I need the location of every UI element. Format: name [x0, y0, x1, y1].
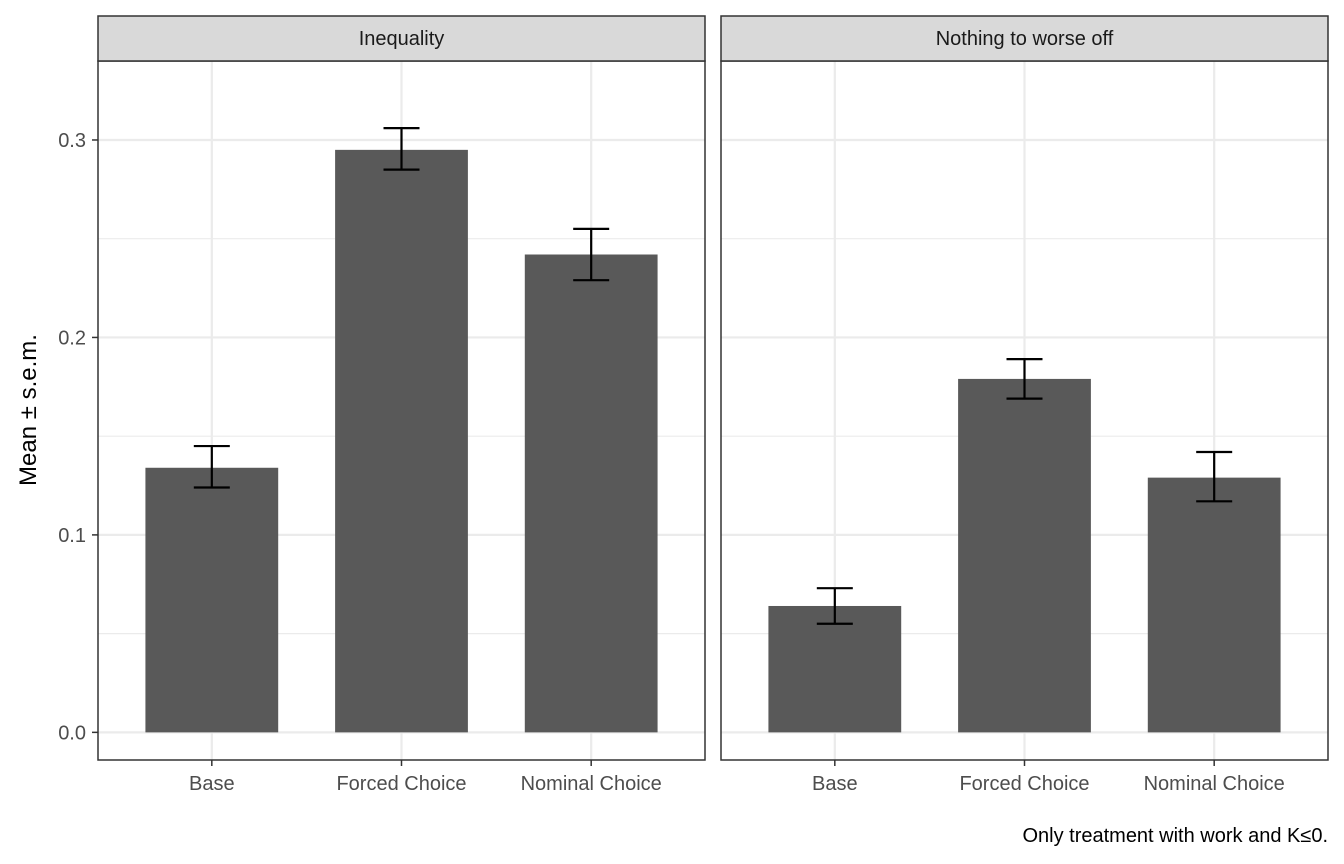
bar-nominal-choice — [524, 254, 658, 733]
panel-strip-label: Nothing to worse off — [936, 28, 1114, 50]
panel-nothing-to-worse-off: Nothing to worse off Base Forced Choice Nom… — [720, 15, 1329, 795]
x-tick-label-nominal-choice: Nominal Choice — [521, 773, 662, 795]
bar-base — [145, 467, 279, 733]
bar-forced-choice — [958, 378, 1091, 733]
panel-inequality: Inequality Base Forced Choice Nominal Choic… — [97, 15, 706, 795]
y-tick-label-0.1: 0.1 — [58, 525, 86, 547]
x-tick-label-base: Base — [189, 773, 235, 795]
x-tick-label-base: Base — [812, 773, 858, 795]
y-tick-label-0.2: 0.2 — [58, 327, 86, 349]
y-tick-label-0.0: 0.0 — [58, 722, 86, 744]
y-tick-label-0.3: 0.3 — [58, 130, 86, 152]
panel-strip-label: Inequality — [359, 28, 445, 50]
chart-caption: Only treatment with work and K≤0. — [1022, 825, 1328, 847]
bar-base — [768, 605, 902, 733]
x-tick-label-forced-choice: Forced Choice — [959, 773, 1089, 795]
panel-strip — [720, 15, 1329, 62]
panel-strip — [97, 15, 706, 62]
y-axis-title: Mean ± s.e.m. — [15, 334, 42, 486]
bar-forced-choice — [335, 149, 468, 733]
bar-nominal-choice — [1147, 477, 1281, 733]
x-tick-label-nominal-choice: Nominal Choice — [1144, 773, 1285, 795]
x-tick-label-forced-choice: Forced Choice — [336, 773, 466, 795]
